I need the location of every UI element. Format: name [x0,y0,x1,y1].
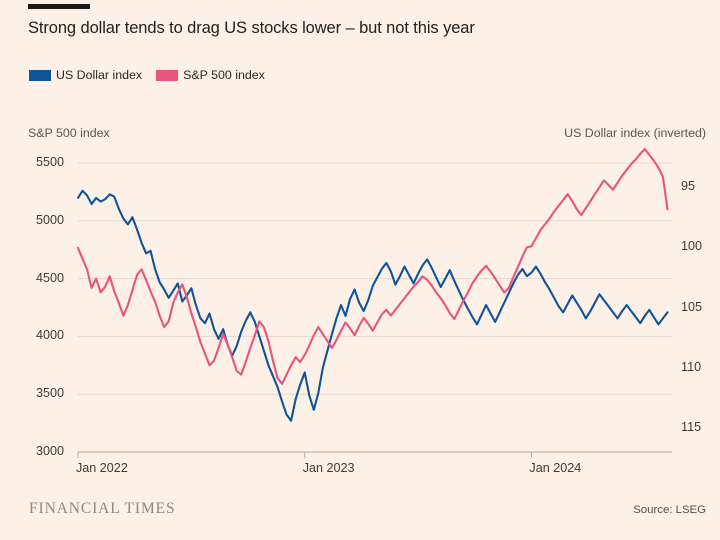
legend-swatch-us-dollar-index [29,69,51,81]
right-axis-tick-label: 95 [681,179,696,194]
legend-item-sp500-index[interactable]: S&P 500 index [156,68,265,82]
chart-legend: US Dollar index S&P 500 index [29,68,265,82]
left-axis-tick-label: 5000 [35,212,64,227]
left-axis-title: S&P 500 index [28,126,110,140]
right-axis-tick-label: 110 [681,359,702,374]
left-axis-tick-label: 3000 [35,444,64,458]
legend-swatch-sp500-index [156,69,179,81]
x-axis-tick-label: Jan 2024 [529,461,582,475]
left-axis-tick-label: 4500 [35,270,64,285]
left-axis-tick-label: 3500 [35,386,64,401]
source-note: Source: LSEG [633,504,706,516]
right-axis-title: US Dollar index (inverted) [564,126,706,140]
series-line-s-p-500-index [76,148,669,385]
x-axis-tick-label: Jan 2022 [76,461,128,475]
right-axis-tick-label: 115 [681,419,702,434]
left-axis-tick-label: 5500 [35,155,64,169]
right-axis-tick-label: 105 [681,299,703,314]
left-axis-tick-label: 4000 [35,328,64,343]
right-axis-tick-label: 100 [681,239,703,254]
legend-label-sp500-index: S&P 500 index [183,68,265,82]
series-line-us-dollar-index [76,189,669,422]
ft-brand-logo: FINANCIAL TIMES [29,500,176,517]
x-axis-tick-label: Jan 2023 [302,461,355,475]
legend-label-us-dollar-index: US Dollar index [56,68,143,82]
top-rule-decoration [28,4,90,9]
page-title: Strong dollar tends to drag US stocks lo… [28,19,475,37]
legend-item-us-dollar-index[interactable]: US Dollar index [29,68,142,82]
